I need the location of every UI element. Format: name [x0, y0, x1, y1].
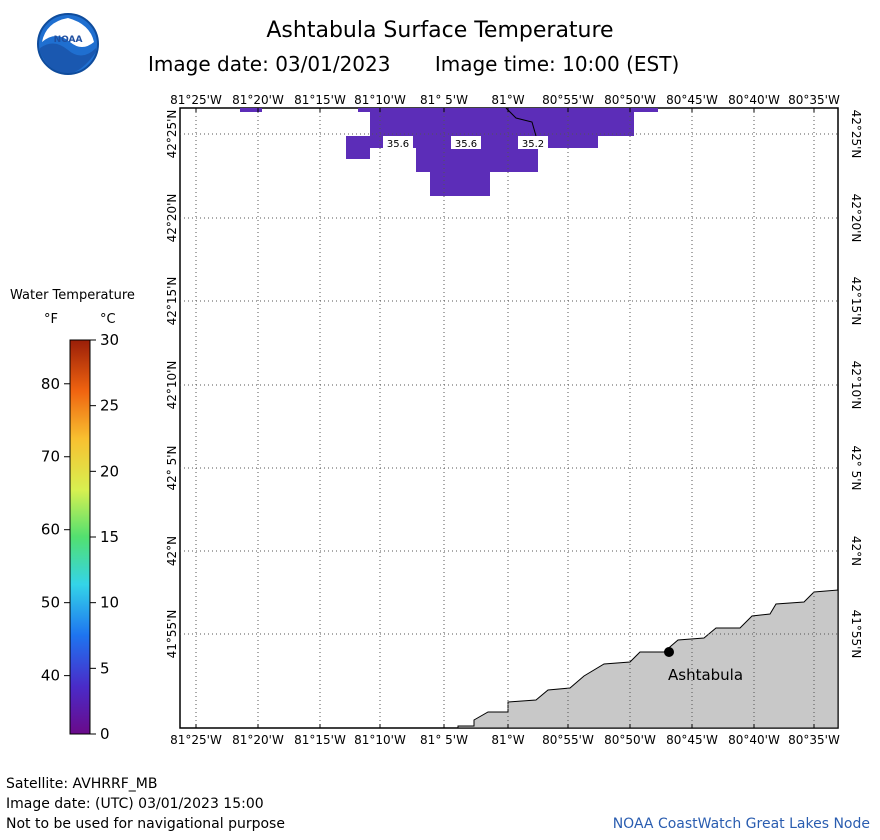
utc-date: Image date: (UTC) 03/01/2023 15:00: [6, 796, 264, 812]
fahrenheit-tick: 80: [41, 375, 60, 393]
lon-label-top: 81° 5'W: [420, 93, 468, 107]
lon-label-bottom: 81°15'W: [294, 733, 346, 747]
city-label: Ashtabula: [668, 666, 743, 684]
border-line: [505, 107, 537, 137]
temperature-label: 35.2: [522, 139, 544, 150]
temperature-label-bg: [383, 136, 413, 149]
page-title: Ashtabula Surface Temperature: [266, 18, 614, 43]
lon-label-bottom: 80°35'W: [788, 733, 840, 747]
legend-unit-c: °C: [100, 312, 116, 327]
temperature-label-bg: [451, 136, 481, 149]
lon-label-top: 81°20'W: [232, 93, 284, 107]
lon-label-bottom: 80°40'W: [728, 733, 780, 747]
lon-label-top: 81°W: [491, 93, 524, 107]
fahrenheit-tick: 60: [41, 521, 60, 539]
lat-label-left: 42°15'N: [165, 277, 179, 326]
lon-label-bottom: 81°20'W: [232, 733, 284, 747]
lon-label-top: 81°15'W: [294, 93, 346, 107]
celsius-tick: 30: [100, 331, 119, 349]
image-datetime: Image date: 03/01/2023 Image time: 10:00…: [148, 52, 717, 76]
lon-label-bottom: 81°W: [491, 733, 524, 747]
lat-label-right: 42°10'N: [849, 361, 863, 410]
satellite-info: Satellite: AVHRRF_MB: [6, 776, 158, 792]
fahrenheit-tick: 40: [41, 667, 60, 685]
lat-label-right: 42°25'N: [849, 110, 863, 159]
lat-label-right: 41°55'N: [849, 610, 863, 659]
lon-label-bottom: 80°55'W: [542, 733, 594, 747]
lat-label-left: 42°20'N: [165, 194, 179, 243]
lon-label-bottom: 80°50'W: [604, 733, 656, 747]
celsius-tick: 5: [100, 659, 110, 677]
lat-label-left: 42°10'N: [165, 361, 179, 410]
celsius-tick: 15: [100, 528, 119, 546]
city-marker: [664, 647, 674, 657]
celsius-tick: 20: [100, 462, 119, 480]
temperature-label: 35.6: [387, 139, 409, 150]
map-frame: [179, 107, 839, 729]
image-date: Image date: 03/01/2023: [148, 52, 391, 76]
temperature-label-bg: [518, 136, 548, 149]
fahrenheit-tick: 50: [41, 594, 60, 612]
image-time: Image time: 10:00 (EST): [434, 52, 680, 76]
lat-label-right: 42°20'N: [849, 194, 863, 243]
lon-label-bottom: 80°45'W: [666, 733, 718, 747]
celsius-tick: 0: [100, 725, 110, 743]
lat-label-left: 41°55'N: [165, 610, 179, 659]
legend-title: Water Temperature: [10, 288, 135, 303]
fahrenheit-tick: 70: [41, 448, 60, 466]
noaa-logo: NOAA: [37, 13, 99, 75]
lon-label-top: 81°10'W: [354, 93, 406, 107]
lon-label-top: 80°45'W: [666, 93, 718, 107]
lon-label-top: 80°35'W: [788, 93, 840, 107]
land-area: [457, 589, 839, 729]
lat-label-left: 42°N: [165, 536, 179, 566]
lon-label-bottom: 81° 5'W: [420, 733, 468, 747]
logo-text: NOAA: [54, 35, 83, 45]
lat-label-right: 42°N: [849, 536, 863, 566]
legend-unit-f: °F: [44, 312, 58, 327]
lon-label-top: 80°55'W: [542, 93, 594, 107]
celsius-tick: 25: [100, 397, 119, 415]
lat-label-left: 42°25'N: [165, 110, 179, 159]
lon-label-top: 80°50'W: [604, 93, 656, 107]
lon-label-bottom: 81°25'W: [170, 733, 222, 747]
lat-label-left: 42° 5'N: [165, 446, 179, 491]
lon-label-bottom: 81°10'W: [354, 733, 406, 747]
lon-label-top: 81°25'W: [170, 93, 222, 107]
lon-label-top: 80°40'W: [728, 93, 780, 107]
disclaimer: Not to be used for navigational purpose: [6, 816, 285, 832]
credit: NOAA CoastWatch Great Lakes Node: [612, 816, 870, 832]
lat-label-right: 42°15'N: [849, 277, 863, 326]
lat-label-right: 42° 5'N: [849, 446, 863, 491]
celsius-tick: 10: [100, 594, 119, 612]
temperature-label: 35.6: [455, 139, 477, 150]
graticule: [180, 108, 838, 728]
